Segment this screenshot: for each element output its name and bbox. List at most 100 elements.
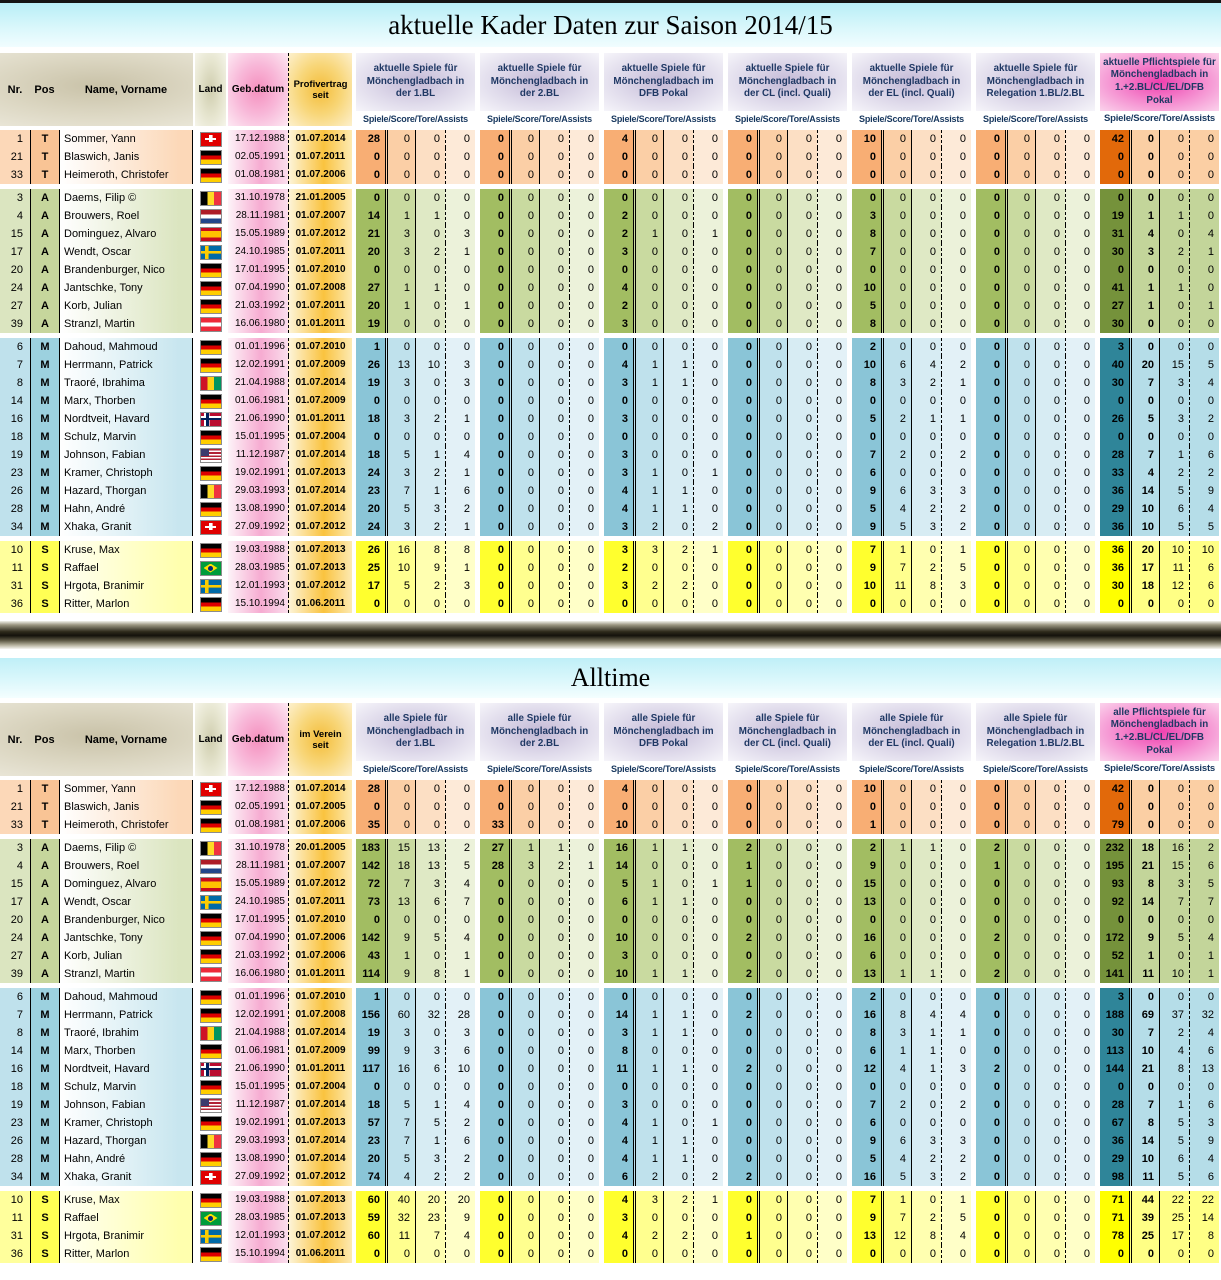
stat-cell: 2 <box>415 243 445 261</box>
player-row: 15 A Dominguez, Alvaro 15.05.1989 01.07.2012… <box>0 875 1221 893</box>
stat-cell: 0 <box>1159 225 1189 243</box>
stat-cell: 0 <box>415 988 445 1006</box>
stat-cell: 0 <box>385 428 415 446</box>
stat-cell: 0 <box>539 243 569 261</box>
stat-cell: 0 <box>911 875 941 893</box>
stat-cell: 0 <box>1065 595 1095 613</box>
stat-cell: 0 <box>1005 148 1035 166</box>
stat-cell: 0 <box>787 500 817 518</box>
stat-cell: 0 <box>757 225 787 243</box>
cell-birthdate: 02.05.1991 <box>228 148 288 166</box>
stat-cell: 0 <box>817 595 847 613</box>
stat-cell: 0 <box>1065 1060 1095 1078</box>
stat-cell: 29 <box>1100 500 1129 518</box>
stat-group-5-cells: 16 8 4 4 <box>852 1006 971 1024</box>
stat-cell: 0 <box>693 207 723 225</box>
stat-group-3-cells: 10 0 0 0 <box>604 929 723 947</box>
stat-cell: 0 <box>1100 1245 1129 1263</box>
stat-cell: 0 <box>539 148 569 166</box>
stat-cell: 0 <box>728 1114 757 1132</box>
stat-cell: 36 <box>1100 482 1129 500</box>
cell-birthdate: 01.01.1996 <box>228 338 288 356</box>
stat-cell: 0 <box>1005 410 1035 428</box>
stat-cell: 0 <box>663 1245 693 1263</box>
stat-cell: 1 <box>941 1024 971 1042</box>
stat-cell: 0 <box>663 392 693 410</box>
stat-cell: 0 <box>569 428 599 446</box>
player-row: 28 M Hahn, André 13.08.1990 01.07.2014 20 5 3 2 0… <box>0 1150 1221 1168</box>
stat-cell: 0 <box>509 875 539 893</box>
stat-cell: 25 <box>356 559 385 577</box>
cell-player-name: Brandenburger, Nico <box>59 911 193 929</box>
stat-cell: 0 <box>976 207 1005 225</box>
stat-cell: 0 <box>941 1042 971 1060</box>
stat-cell: 8 <box>1159 1060 1189 1078</box>
stat-cell: 0 <box>1065 225 1095 243</box>
stat-group-1-cells: 24 3 2 1 <box>356 464 475 482</box>
cell-since: 01.07.2004 <box>288 428 352 446</box>
flag-es-icon <box>199 876 222 892</box>
stat-group-5-cells: 10 0 0 0 <box>852 130 971 148</box>
stat-cell: 0 <box>445 189 475 207</box>
stat-cell: 0 <box>911 798 941 816</box>
stat-cell: 0 <box>728 816 757 834</box>
stat-cell: 6 <box>881 1132 911 1150</box>
stat-cell: 0 <box>757 1191 787 1209</box>
player-row: 6 M Dahoud, Mahmoud 01.01.1996 01.07.2010 1 0 0… <box>0 988 1221 1006</box>
cell-player-name: Hrgota, Branimir <box>59 1227 193 1245</box>
stat-cell: 0 <box>976 482 1005 500</box>
page-title: aktuelle Kader Daten zur Saison 2014/15 <box>0 0 1221 47</box>
cell-number: 24 <box>0 279 30 297</box>
stat-cell: 0 <box>1159 166 1189 184</box>
cell-number: 28 <box>0 1150 30 1168</box>
stat-cell: 2 <box>728 929 757 947</box>
stat-group-1-cells: 73 13 6 7 <box>356 893 475 911</box>
stat-cell: 0 <box>1129 189 1159 207</box>
player-row: 28 M Hahn, André 13.08.1990 01.07.2014 20 5 3 2 0… <box>0 500 1221 518</box>
cell-country <box>195 541 226 559</box>
stat-group-7-cells: 42 0 0 0 <box>1100 780 1219 798</box>
stat-cell: 1 <box>663 1132 693 1150</box>
stat-cell: 1 <box>633 225 663 243</box>
stat-cell: 2 <box>911 1209 941 1227</box>
cell-player-name: Herrmann, Patrick <box>59 356 193 374</box>
stat-cell: 0 <box>569 1227 599 1245</box>
stat-cell: 0 <box>539 130 569 148</box>
stat-cell: 4 <box>1129 464 1159 482</box>
stat-cell: 0 <box>817 148 847 166</box>
cell-position: A <box>30 261 59 279</box>
stat-cell: 0 <box>1005 338 1035 356</box>
stat-cell: 6 <box>1189 446 1219 464</box>
stat-cell: 0 <box>480 261 509 279</box>
stat-cell: 0 <box>911 816 941 834</box>
stat-cell: 8 <box>852 374 881 392</box>
stat-cell: 1 <box>445 464 475 482</box>
stat-cell: 8 <box>911 577 941 595</box>
stat-cell: 1 <box>415 482 445 500</box>
stat-cell: 60 <box>385 1006 415 1024</box>
stat-cell: 0 <box>415 392 445 410</box>
stat-cell: 0 <box>415 1024 445 1042</box>
stat-group-7-cells: 29 10 6 4 <box>1100 1150 1219 1168</box>
stat-cell: 0 <box>509 541 539 559</box>
cell-since: 01.07.2014 <box>288 482 352 500</box>
player-row: 19 M Johnson, Fabian 11.12.1987 01.07.2014 18… <box>0 1096 1221 1114</box>
cell-country <box>195 875 226 893</box>
stat-cell: 0 <box>976 1168 1005 1186</box>
player-row: 27 A Korb, Julian 21.03.1992 01.07.2006 43 1 0 1… <box>0 947 1221 965</box>
stat-cell: 3 <box>385 518 415 536</box>
stat-group-5-cells: 13 0 0 0 <box>852 893 971 911</box>
stat-cell: 3 <box>1159 374 1189 392</box>
stat-group-5-cells: 10 0 0 0 <box>852 279 971 297</box>
